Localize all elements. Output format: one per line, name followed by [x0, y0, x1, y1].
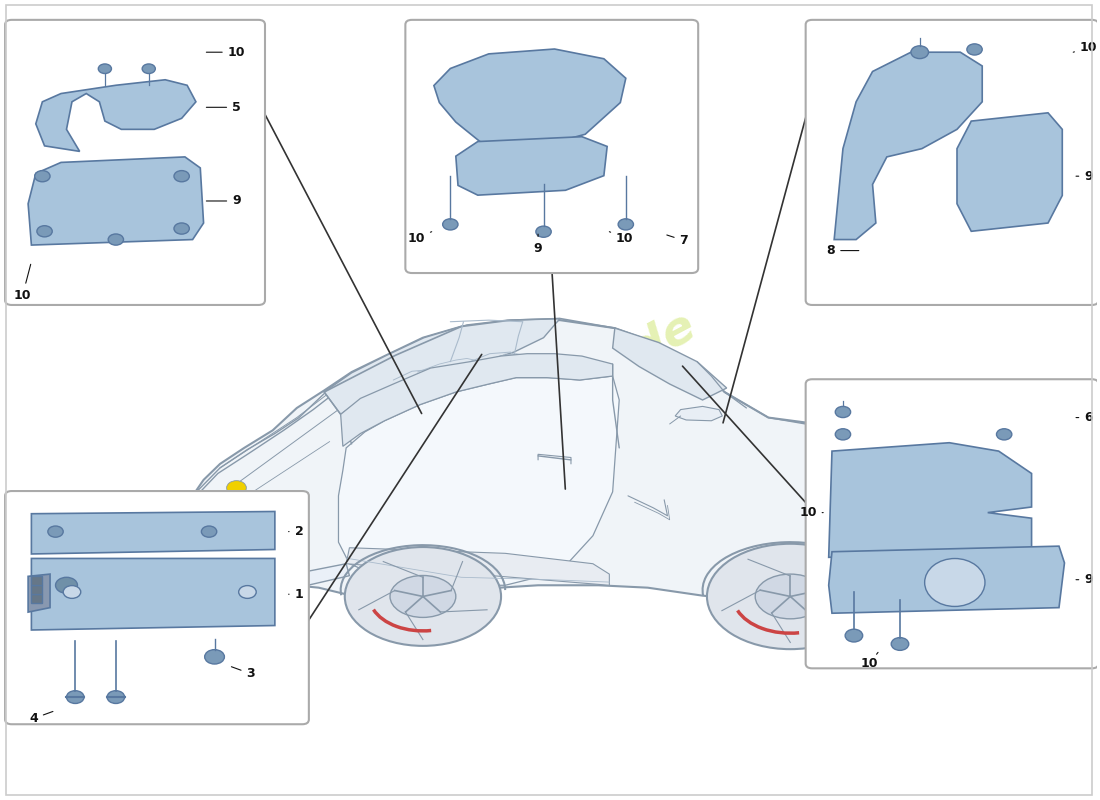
FancyBboxPatch shape [805, 379, 1099, 668]
Circle shape [845, 630, 862, 642]
Circle shape [891, 638, 909, 650]
Text: 4: 4 [30, 711, 53, 725]
Circle shape [239, 586, 256, 598]
Polygon shape [32, 511, 275, 554]
Text: 7: 7 [667, 234, 689, 247]
Polygon shape [433, 49, 626, 151]
Bar [32, 576, 43, 586]
Circle shape [536, 226, 551, 238]
Text: elferteile.de: elferteile.de [394, 303, 704, 497]
Circle shape [967, 44, 982, 55]
Circle shape [174, 170, 189, 182]
Polygon shape [29, 157, 204, 245]
Ellipse shape [925, 558, 985, 606]
Polygon shape [170, 532, 350, 586]
Bar [32, 585, 43, 594]
Text: 10: 10 [609, 231, 634, 245]
Polygon shape [192, 554, 236, 578]
Ellipse shape [344, 547, 502, 646]
Text: la passion fur die teile: la passion fur die teile [433, 391, 708, 553]
Text: 9: 9 [534, 234, 542, 255]
Text: 2: 2 [288, 525, 304, 538]
Polygon shape [324, 318, 560, 414]
Polygon shape [828, 442, 1032, 558]
Text: 8: 8 [826, 244, 859, 257]
Text: 3: 3 [231, 666, 255, 680]
FancyBboxPatch shape [6, 20, 265, 305]
Text: 10: 10 [799, 506, 823, 519]
Text: 10: 10 [1074, 41, 1098, 54]
Text: 6: 6 [1076, 411, 1093, 424]
Polygon shape [613, 328, 727, 400]
Circle shape [48, 526, 63, 538]
Text: 9: 9 [1076, 573, 1093, 586]
FancyBboxPatch shape [406, 20, 698, 273]
Circle shape [98, 64, 111, 74]
Circle shape [107, 690, 124, 703]
Circle shape [63, 586, 80, 598]
Text: 10: 10 [408, 231, 431, 245]
Circle shape [142, 64, 155, 74]
Circle shape [37, 226, 52, 237]
Polygon shape [455, 137, 607, 195]
Circle shape [201, 526, 217, 538]
Circle shape [997, 429, 1012, 440]
Polygon shape [834, 52, 982, 239]
Polygon shape [170, 320, 955, 600]
Circle shape [835, 406, 850, 418]
Bar [32, 594, 43, 603]
Text: 9: 9 [207, 194, 241, 207]
Text: 10: 10 [860, 652, 878, 670]
Circle shape [66, 690, 84, 703]
Text: 1: 1 [288, 588, 304, 601]
Polygon shape [828, 546, 1065, 614]
Text: 9: 9 [1076, 170, 1093, 182]
Ellipse shape [227, 481, 246, 495]
Polygon shape [920, 480, 953, 547]
Ellipse shape [707, 544, 873, 649]
Circle shape [108, 234, 123, 245]
Polygon shape [339, 376, 619, 586]
Polygon shape [36, 80, 196, 151]
Ellipse shape [756, 574, 825, 619]
Text: 10: 10 [14, 264, 32, 302]
Circle shape [442, 218, 458, 230]
Polygon shape [957, 113, 1063, 231]
Text: 5: 5 [207, 101, 241, 114]
FancyBboxPatch shape [805, 20, 1099, 305]
Circle shape [618, 218, 634, 230]
Polygon shape [675, 406, 723, 421]
Text: 10: 10 [207, 46, 245, 58]
FancyBboxPatch shape [6, 491, 309, 724]
Ellipse shape [390, 575, 455, 618]
Circle shape [911, 46, 928, 58]
Circle shape [35, 170, 50, 182]
Polygon shape [32, 558, 275, 630]
Polygon shape [346, 548, 609, 586]
Circle shape [835, 429, 850, 440]
Polygon shape [341, 354, 613, 446]
Circle shape [55, 578, 77, 594]
Circle shape [205, 650, 224, 664]
Polygon shape [178, 504, 240, 531]
Circle shape [174, 223, 189, 234]
Polygon shape [29, 574, 50, 612]
